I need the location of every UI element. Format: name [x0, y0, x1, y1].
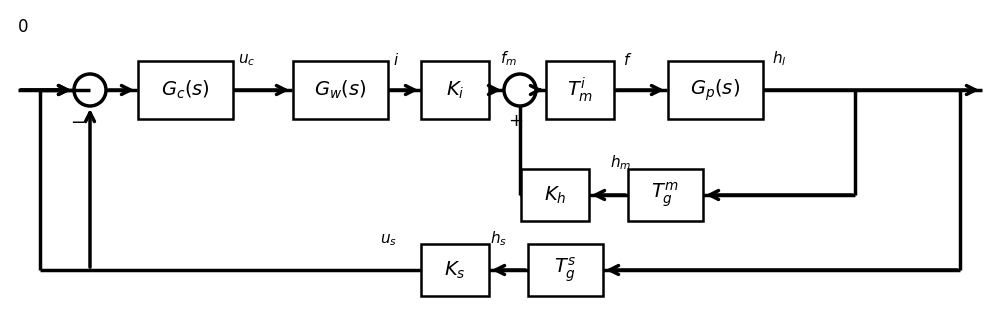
- Text: $T_g^s$: $T_g^s$: [554, 256, 576, 284]
- FancyBboxPatch shape: [421, 244, 489, 296]
- FancyBboxPatch shape: [628, 169, 702, 221]
- Text: $G_c(s)$: $G_c(s)$: [161, 79, 209, 101]
- Text: $G_p(s)$: $G_p(s)$: [690, 77, 740, 103]
- FancyBboxPatch shape: [292, 61, 388, 119]
- Text: $u_c$: $u_c$: [238, 52, 255, 68]
- FancyBboxPatch shape: [521, 169, 589, 221]
- Text: $+$: $+$: [508, 112, 523, 130]
- Text: $h_l$: $h_l$: [772, 49, 787, 68]
- Text: $h_m$: $h_m$: [610, 153, 631, 172]
- Text: 0: 0: [18, 18, 28, 36]
- FancyBboxPatch shape: [421, 61, 489, 119]
- Text: $u_s$: $u_s$: [380, 232, 397, 248]
- Text: $K_i$: $K_i$: [446, 79, 464, 101]
- FancyBboxPatch shape: [138, 61, 232, 119]
- Text: $K_s$: $K_s$: [444, 259, 466, 281]
- Text: $i$: $i$: [393, 52, 399, 68]
- FancyBboxPatch shape: [668, 61, 763, 119]
- FancyBboxPatch shape: [546, 61, 614, 119]
- Text: $h_s$: $h_s$: [490, 229, 507, 248]
- Text: $G_w(s)$: $G_w(s)$: [314, 79, 366, 101]
- Text: $T_m^i$: $T_m^i$: [567, 76, 593, 104]
- Text: $f$: $f$: [623, 52, 632, 68]
- Text: $T_g^m$: $T_g^m$: [651, 181, 679, 209]
- Text: $-$: $-$: [70, 112, 85, 130]
- FancyBboxPatch shape: [528, 244, 602, 296]
- Text: $f_m$: $f_m$: [500, 49, 517, 68]
- Text: $K_h$: $K_h$: [544, 184, 566, 206]
